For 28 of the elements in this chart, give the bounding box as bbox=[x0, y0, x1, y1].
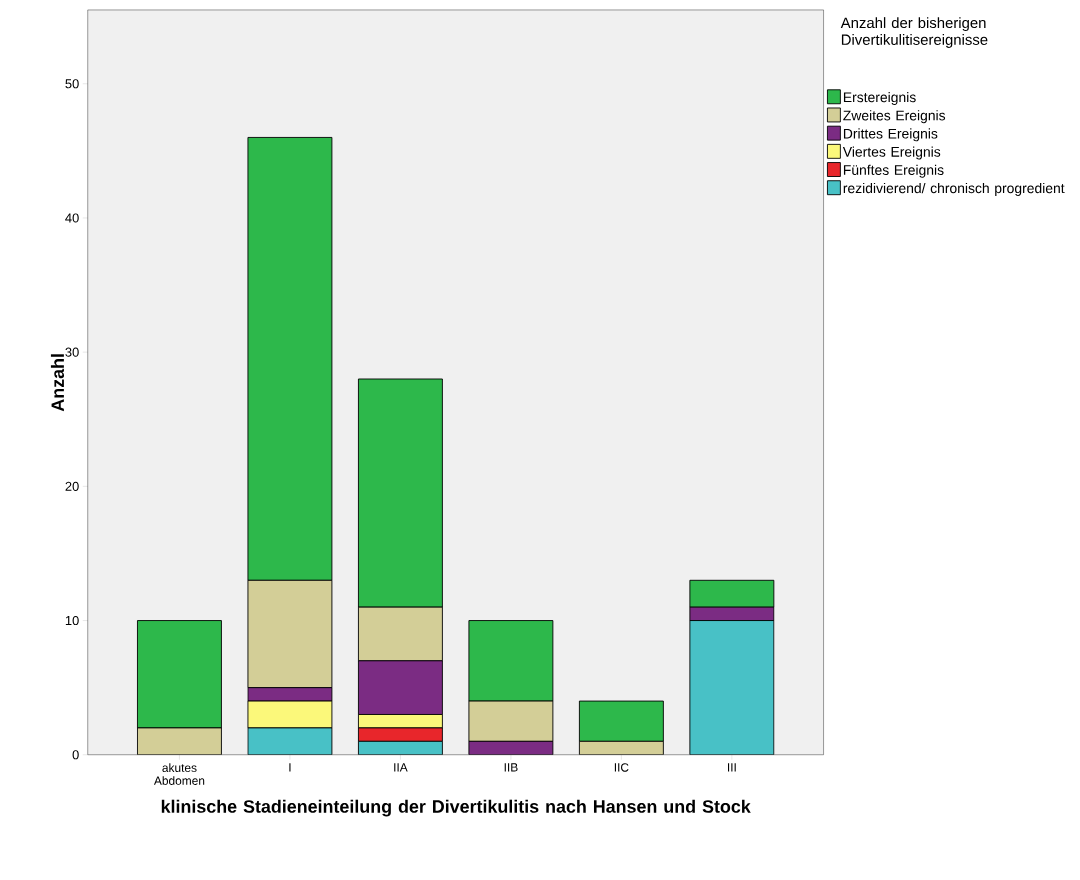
x-tick-label: IIB bbox=[504, 763, 518, 772]
y-tick-label: 30 bbox=[65, 347, 79, 357]
bar bbox=[247, 727, 333, 755]
y-tick-label: 20 bbox=[65, 481, 79, 491]
x-tick-label: IIA bbox=[394, 763, 408, 772]
legend-title: Anzahl der bisherigen Divertikulitisereignisse bbox=[840, 16, 988, 48]
y-axis-title: Anzahl bbox=[50, 354, 65, 412]
y-tick-label: 0 bbox=[72, 749, 79, 760]
x-tick-label: I bbox=[289, 763, 291, 772]
x-tick-label: akutes Abdomen bbox=[153, 763, 205, 785]
legend-label: rezidivierend/ chronisch progredient bbox=[843, 182, 1065, 196]
legend-label: Zweites Ereignis bbox=[843, 109, 946, 123]
bar bbox=[357, 606, 443, 662]
x-axis-title: klinische Stadieneinteilung der Divertikulitis nach Hansen und Stock bbox=[161, 799, 751, 817]
y-tick-label: 10 bbox=[65, 615, 79, 625]
legend-label: Erstereignis bbox=[843, 91, 916, 105]
bar bbox=[468, 619, 554, 702]
y-tick-label: 50 bbox=[65, 78, 79, 89]
legend-label: Fünftes Ereignis bbox=[843, 164, 944, 178]
bar bbox=[247, 579, 333, 688]
x-tick-label: IIC bbox=[614, 763, 629, 772]
bar bbox=[137, 727, 222, 755]
bar bbox=[468, 700, 554, 742]
legend-label: Drittes Ereignis bbox=[843, 128, 938, 142]
legend-label: Viertes Ereignis bbox=[842, 146, 941, 160]
bar bbox=[689, 619, 775, 755]
x-tick-label: III bbox=[728, 763, 736, 772]
y-tick-label: 40 bbox=[65, 213, 79, 223]
